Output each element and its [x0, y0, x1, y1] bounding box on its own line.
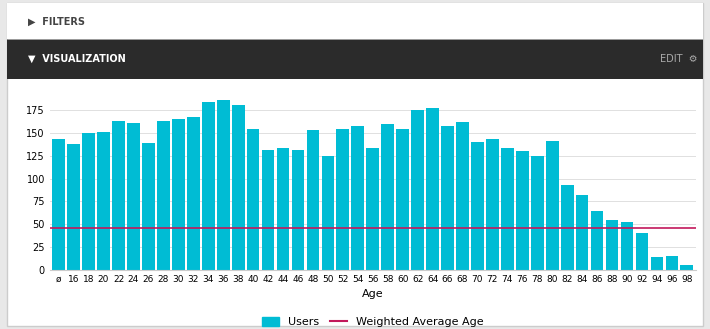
- Bar: [142, 143, 155, 270]
- Bar: [217, 100, 229, 270]
- Bar: [262, 150, 274, 270]
- Bar: [501, 148, 514, 270]
- Bar: [650, 257, 663, 270]
- FancyBboxPatch shape: [7, 39, 703, 79]
- Bar: [172, 119, 185, 270]
- Text: ▶  FILTERS: ▶ FILTERS: [28, 16, 85, 26]
- Bar: [277, 148, 290, 270]
- Bar: [157, 121, 170, 270]
- Bar: [292, 149, 305, 270]
- Bar: [202, 102, 214, 270]
- Bar: [680, 265, 693, 270]
- Bar: [97, 132, 110, 270]
- Bar: [351, 126, 364, 270]
- Bar: [441, 126, 454, 270]
- Bar: [606, 220, 618, 270]
- Text: ▼  VISUALIZATION: ▼ VISUALIZATION: [28, 54, 126, 64]
- Bar: [531, 156, 544, 270]
- Bar: [561, 185, 574, 270]
- Bar: [247, 129, 259, 270]
- Bar: [231, 105, 244, 270]
- Bar: [112, 121, 125, 270]
- Bar: [426, 108, 439, 270]
- Bar: [67, 144, 80, 270]
- Bar: [576, 195, 589, 270]
- Bar: [307, 130, 320, 270]
- Bar: [187, 117, 200, 270]
- Bar: [53, 139, 65, 270]
- Bar: [471, 142, 484, 270]
- Bar: [665, 256, 678, 270]
- Text: EDIT  ⚙: EDIT ⚙: [660, 54, 698, 64]
- Bar: [381, 124, 394, 270]
- Bar: [486, 139, 498, 270]
- Bar: [411, 110, 424, 270]
- Bar: [337, 129, 349, 270]
- Bar: [127, 123, 140, 270]
- Bar: [621, 222, 633, 270]
- Bar: [322, 156, 334, 270]
- Bar: [366, 148, 379, 270]
- Bar: [546, 141, 559, 270]
- Bar: [635, 233, 648, 270]
- Bar: [591, 211, 604, 270]
- Bar: [82, 133, 95, 270]
- FancyBboxPatch shape: [7, 3, 703, 39]
- X-axis label: Age: Age: [362, 289, 383, 299]
- Bar: [396, 129, 409, 270]
- FancyBboxPatch shape: [7, 3, 703, 326]
- Legend: Users, Weighted Average Age: Users, Weighted Average Age: [258, 313, 488, 329]
- Bar: [516, 151, 529, 270]
- Bar: [456, 122, 469, 270]
